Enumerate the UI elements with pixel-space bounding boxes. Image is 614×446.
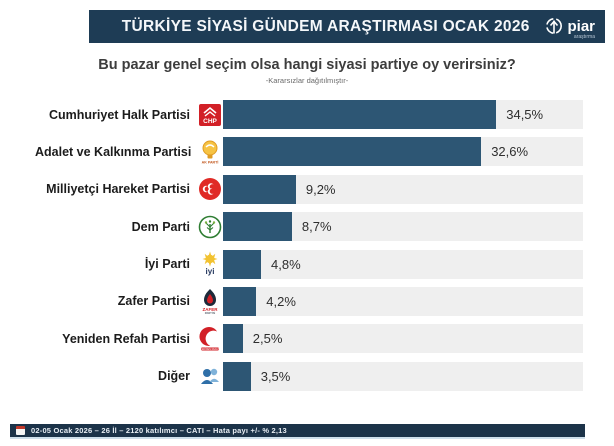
bar [223,212,292,242]
yrp-logo-icon: YENİDEN REFAH [197,326,223,352]
bar [223,361,251,391]
piar-brand-subtext: araştırma [573,34,595,40]
iyi-logo-icon: iyi [197,251,223,277]
party-name-label: Zafer Partisi [117,294,190,309]
piar-brand-logo: piar araştırma [544,17,595,40]
chart-row: Diğer 3,5% [35,361,583,391]
bar-track: 4,2% [223,286,583,316]
bar [223,174,296,204]
bar-track: 8,7% [223,212,583,242]
value-label: 3,5% [260,368,291,384]
chart-row: Dem Parti 8,7% [35,212,583,242]
header-bar: TÜRKİYE SİYASİ GÜNDEM ARAŞTIRMASI OCAK 2… [89,10,605,43]
footer-methodology-text: 02-05 Ocak 2026 – 26 İl – 2120 katılımcı… [31,426,287,435]
party-name-label: Diğer [158,369,190,384]
bar [223,137,482,167]
party-name-label: Dem Parti [131,219,190,234]
value-label: 9,2% [305,181,336,197]
header-title: TÜRKİYE SİYASİ GÜNDEM ARAŞTIRMASI OCAK 2… [121,17,530,35]
value-label: 2,5% [252,331,283,347]
chart-row: Cumhuriyet Halk Partisi CHP 34,5% [35,100,583,129]
akp-logo-icon: AK PARTİ [197,139,223,165]
bar [223,249,262,279]
chp-logo-icon: CHP [197,102,223,128]
dem-logo-icon [197,214,223,240]
piar-compass-icon [544,17,564,37]
svg-text:iyi: iyi [206,267,215,276]
party-name-label: Yeniden Refah Partisi [62,331,190,346]
bar [223,286,257,316]
chart-row: Zafer Partisi ZAFER PARTİSİ 4,2% [35,286,583,316]
value-label: 34,5% [506,107,544,122]
bar [223,100,497,129]
bar-track: 4,8% [223,249,583,279]
value-label: 4,8% [271,256,301,272]
survey-question: Bu pazar genel seçim olsa hangi siyasi p… [98,57,516,73]
zafer-logo-icon: ZAFER PARTİSİ [197,288,223,314]
svg-text:CHP: CHP [203,118,217,125]
svg-text:YENİDEN REFAH: YENİDEN REFAH [200,348,220,351]
bar-track: 9,2% [223,174,583,204]
calendar-icon [16,426,25,435]
value-label: 32,6% [491,144,529,160]
survey-subtitle: -Kararsızlar dağıtılmıştır- [265,76,349,85]
diger-logo-icon [197,363,223,389]
footer-bar: 02-05 Ocak 2026 – 26 İl – 2120 katılımcı… [10,424,585,439]
value-label: 8,7% [301,219,332,235]
svg-text:ZAFER: ZAFER [203,307,219,312]
bar-track: 2,5% [223,324,583,354]
bar-chart: Cumhuriyet Halk Partisi CHP 34,5% Adalet… [35,100,583,399]
bar-track: 34,5% [223,100,583,129]
bar-track: 3,5% [223,361,583,391]
bar-track: 32,6% [223,137,583,167]
party-name-label: Cumhuriyet Halk Partisi [48,107,190,122]
bar [223,324,243,354]
party-name-label: Adalet ve Kalkınma Partisi [35,144,192,159]
chart-row: İyi Parti iyi 4,8% [35,249,583,279]
party-name-label: İyi Parti [144,257,190,272]
svg-text:PARTİSİ: PARTİSİ [205,310,216,314]
party-name-label: Milliyetçi Hareket Partisi [46,182,190,197]
chart-row: Yeniden Refah Partisi YENİDEN REFAH 2,5% [35,324,583,354]
chart-row: Milliyetçi Hareket Partisi 9,2% [35,174,583,204]
chart-row: Adalet ve Kalkınma Partisi AK PARTİ 32,6… [35,137,583,167]
svg-text:AK PARTİ: AK PARTİ [202,160,219,164]
value-label: 4,2% [266,293,296,309]
mhp-logo-icon [197,176,223,202]
piar-brand-text: piar araştırma [567,18,595,40]
